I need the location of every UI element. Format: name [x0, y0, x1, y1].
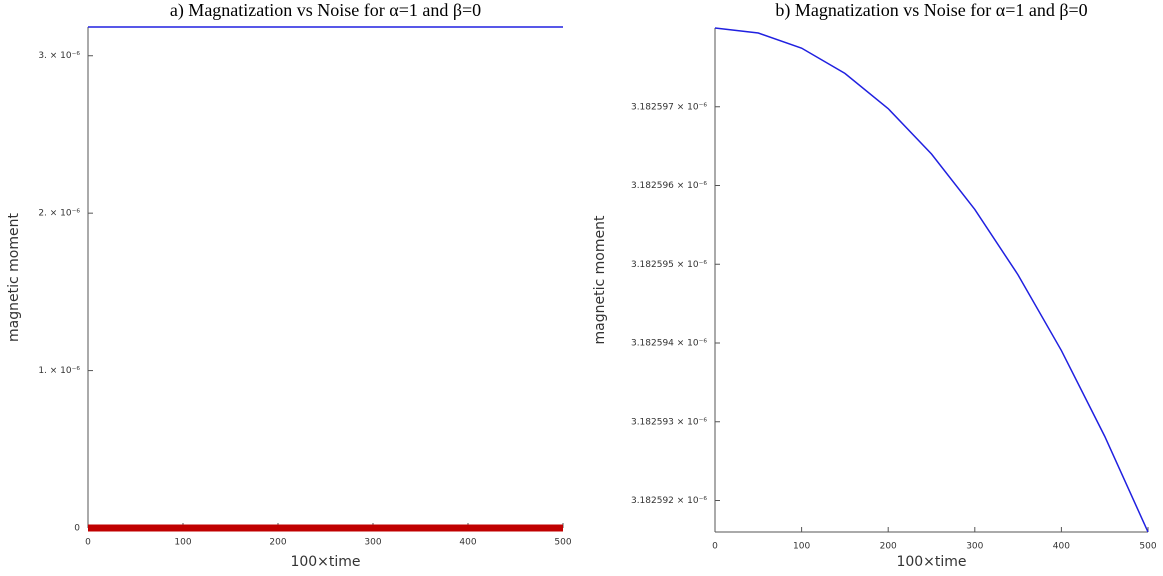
- y-tick-label: 2. × 10⁻⁶: [38, 209, 80, 219]
- chart-title: b) Magnatization vs Noise for α=1 and β=…: [775, 0, 1087, 21]
- x-axis-label: 100×time: [896, 554, 966, 570]
- y-tick-label: 3.182597 × 10⁻⁶: [631, 102, 707, 112]
- chart-title: a) Magnatization vs Noise for α=1 and β=…: [170, 0, 481, 21]
- x-tick-label: 0: [85, 538, 91, 548]
- x-tick-label: 400: [1053, 542, 1070, 552]
- y-tick-label: 3.182594 × 10⁻⁶: [631, 339, 707, 349]
- x-tick-label: 200: [269, 538, 286, 548]
- y-tick-label: 3. × 10⁻⁶: [38, 51, 80, 61]
- y-tick-label: 3.182596 × 10⁻⁶: [631, 181, 707, 191]
- x-tick-label: 400: [459, 538, 476, 548]
- y-tick-label: 3.182593 × 10⁻⁶: [631, 417, 707, 427]
- x-tick-label: 200: [880, 542, 897, 552]
- y-axis-label: magnetic moment: [592, 215, 608, 344]
- x-tick-label: 100: [793, 542, 810, 552]
- x-tick-label: 300: [966, 542, 983, 552]
- x-tick-label: 500: [554, 538, 571, 548]
- y-tick-label: 1. × 10⁻⁶: [38, 366, 80, 376]
- x-tick-label: 100: [174, 538, 191, 548]
- x-tick-label: 0: [712, 542, 718, 552]
- data-line: [714, 27, 1149, 533]
- y-tick-label: 3.182595 × 10⁻⁶: [631, 260, 707, 270]
- y-tick-label: 0: [74, 524, 80, 534]
- x-axis-label: 100×time: [290, 554, 360, 570]
- x-tick-label: 500: [1139, 542, 1156, 552]
- y-tick-label: 3.182592 × 10⁻⁶: [631, 496, 707, 506]
- y-axis-label: magnetic moment: [6, 213, 22, 342]
- x-tick-label: 300: [364, 538, 381, 548]
